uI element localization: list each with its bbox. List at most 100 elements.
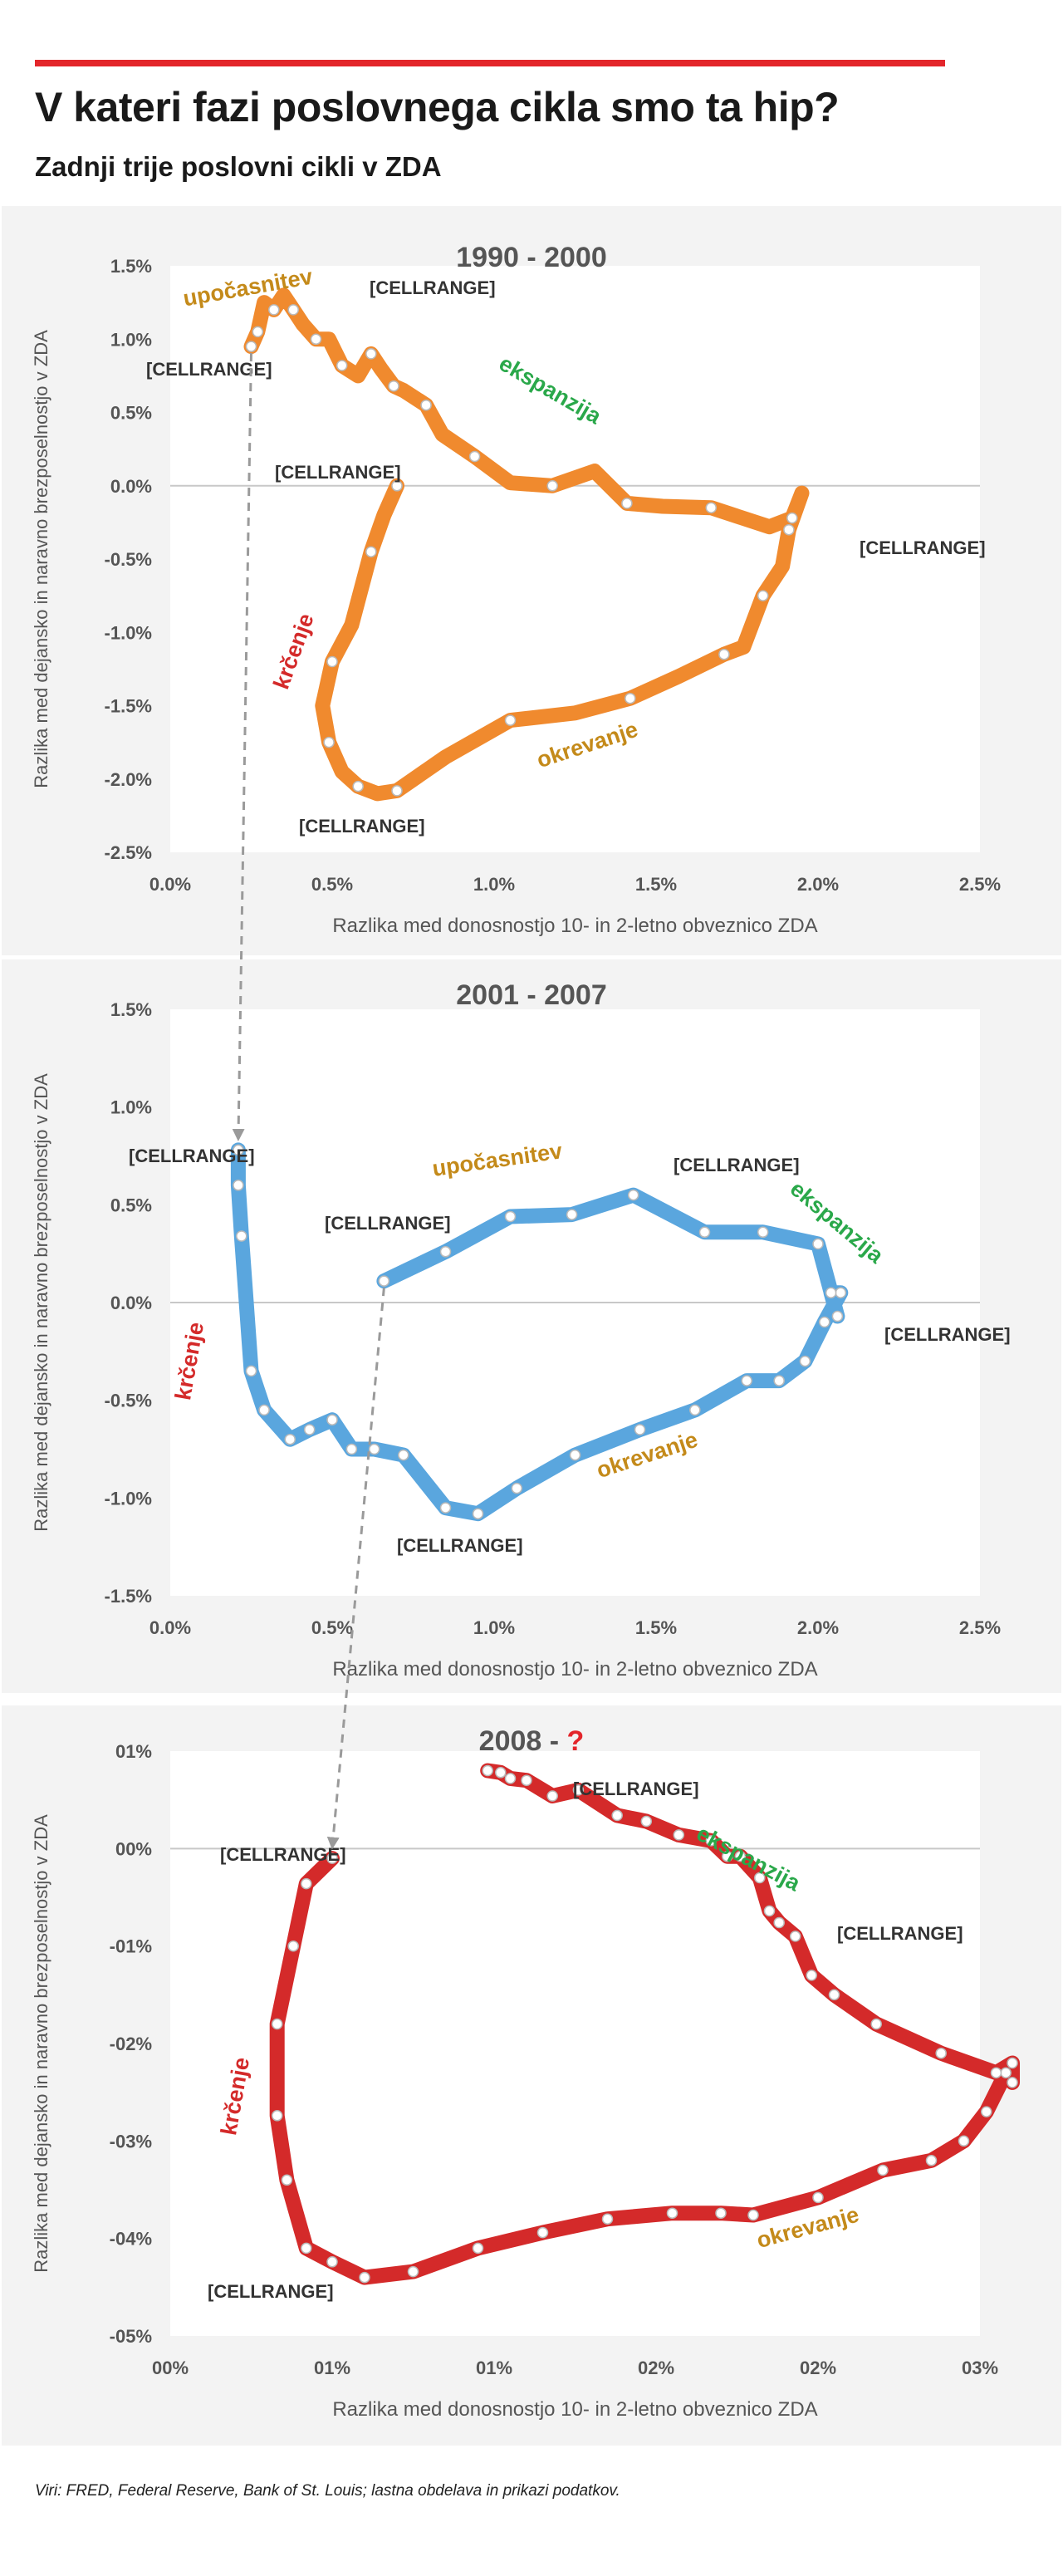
data-point <box>326 1414 338 1425</box>
data-point <box>268 304 280 316</box>
data-point <box>388 380 399 392</box>
data-point <box>368 1443 380 1455</box>
data-label: [CELLRANGE] <box>884 1324 1011 1345</box>
data-point <box>625 692 636 704</box>
data-point <box>472 2242 484 2255</box>
y-axis-title: Razlika med dejansko in naravno brezpose… <box>31 1814 51 2273</box>
data-point <box>245 341 257 352</box>
data-point <box>627 1189 639 1201</box>
y-tick-label: 1.5% <box>110 999 152 1020</box>
y-tick-label: 0.5% <box>110 1195 152 1215</box>
data-point <box>698 1226 711 1239</box>
data-point <box>825 1287 837 1298</box>
data-point <box>819 1316 830 1328</box>
y-tick-label: 0.0% <box>110 476 152 497</box>
data-point <box>287 1940 299 1952</box>
data-point <box>718 648 730 660</box>
data-label: [CELLRANGE] <box>674 1155 800 1175</box>
data-point <box>546 1790 558 1802</box>
data-point <box>391 785 403 797</box>
x-tick-label: 1.5% <box>635 1617 677 1638</box>
x-tick-label: 00% <box>152 2358 189 2378</box>
chart-title-main: 2008 - <box>479 1725 567 1757</box>
y-tick-label: -02% <box>110 2034 152 2054</box>
data-point <box>634 1424 646 1435</box>
x-tick-label: 01% <box>476 2358 512 2378</box>
data-point <box>786 512 798 524</box>
data-point <box>303 1424 316 1435</box>
data-label: [CELLRANGE] <box>370 277 496 298</box>
data-point <box>271 2018 283 2030</box>
y-tick-label: -04% <box>110 2229 152 2250</box>
data-point <box>504 1773 517 1784</box>
data-point <box>747 2209 759 2221</box>
cycle-connector-arrow <box>232 353 252 1141</box>
y-tick-label: 00% <box>115 1838 152 1859</box>
x-tick-label: 0.5% <box>311 1617 353 1638</box>
chart-title-question-mark: ? <box>567 1725 585 1757</box>
data-point <box>812 2191 824 2204</box>
data-point <box>754 1872 766 1884</box>
data-point <box>741 1375 752 1386</box>
data-point <box>722 1850 733 1862</box>
x-tick-label: 02% <box>638 2358 674 2378</box>
data-point <box>468 450 481 463</box>
data-point <box>326 2256 338 2268</box>
y-tick-label: 01% <box>115 1741 152 1762</box>
data-point <box>1007 2057 1018 2069</box>
data-point <box>504 1210 517 1223</box>
page-subtitle: Zadnji trije poslovni cikli v ZDA <box>35 151 442 182</box>
y-tick-label: -2.5% <box>105 842 152 863</box>
data-point <box>806 1970 817 1981</box>
y-tick-label: 1.0% <box>110 1097 152 1118</box>
data-point <box>281 2174 293 2186</box>
data-label: [CELLRANGE] <box>129 1146 255 1166</box>
x-axis-title: Razlika med donosnostjo 10- in 2-letno o… <box>332 915 817 937</box>
data-point <box>757 590 769 601</box>
data-point <box>640 1815 653 1828</box>
data-point <box>258 1404 270 1416</box>
data-point <box>715 2207 727 2219</box>
x-tick-label: 2.5% <box>959 874 1001 895</box>
data-point <box>981 2106 992 2117</box>
data-point <box>420 399 432 411</box>
x-tick-label: 2.5% <box>959 1617 1001 1638</box>
data-point <box>828 1989 840 2001</box>
data-point <box>990 2067 1002 2078</box>
data-point <box>323 736 335 748</box>
chart-title: 2008 - ? <box>479 1725 585 1757</box>
chart-panel-2: 1.5% 1.0% 0.5% 0.0% -0.5% -1.0% -1.5% 0.0% 0.5% 1… <box>2 959 1061 1693</box>
data-point <box>345 1443 358 1455</box>
data-point <box>365 546 377 557</box>
data-label: [CELLRANGE] <box>275 462 401 483</box>
data-point <box>301 2242 312 2255</box>
data-point <box>958 2135 970 2147</box>
data-point <box>870 2018 882 2030</box>
x-tick-label: 01% <box>314 2358 350 2378</box>
data-point <box>301 1877 312 1890</box>
data-point <box>511 1482 523 1494</box>
y-tick-label: -05% <box>110 2326 152 2347</box>
data-label: [CELLRANGE] <box>860 537 986 558</box>
data-point <box>773 1916 785 1929</box>
data-point <box>407 2265 419 2278</box>
data-point <box>391 480 403 492</box>
data-point <box>336 360 348 371</box>
data-point <box>831 1310 844 1322</box>
y-tick-label: -1.5% <box>105 1586 152 1607</box>
chart-title: 2001 - 2007 <box>456 979 607 1011</box>
y-tick-label: 0.5% <box>110 403 152 424</box>
data-point <box>252 326 264 338</box>
data-point <box>1007 2077 1018 2088</box>
y-tick-label: -1.0% <box>105 1488 152 1509</box>
data-label: [CELLRANGE] <box>573 1779 699 1799</box>
data-point <box>236 1230 247 1242</box>
data-point <box>271 2110 283 2122</box>
top-accent-rule <box>35 60 945 66</box>
data-point <box>925 2155 938 2166</box>
data-label: [CELLRANGE] <box>220 1844 346 1865</box>
chart-title: 1990 - 2000 <box>456 242 607 273</box>
data-point <box>352 780 364 792</box>
x-tick-label: 2.0% <box>797 1617 839 1638</box>
